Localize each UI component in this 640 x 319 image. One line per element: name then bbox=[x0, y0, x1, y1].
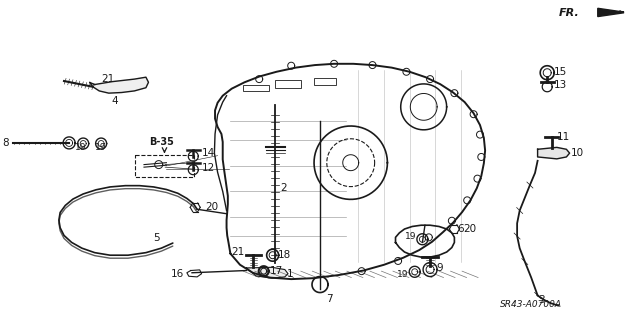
Text: FR.: FR. bbox=[559, 8, 580, 19]
Text: 21: 21 bbox=[101, 74, 115, 84]
Text: 4: 4 bbox=[112, 96, 118, 107]
Bar bbox=[314, 78, 336, 85]
Text: 19: 19 bbox=[404, 232, 416, 241]
Text: 9: 9 bbox=[436, 263, 443, 273]
Bar bbox=[243, 85, 269, 91]
Text: 6: 6 bbox=[458, 224, 464, 234]
Polygon shape bbox=[90, 77, 148, 93]
Text: 14: 14 bbox=[202, 148, 216, 158]
Text: 1: 1 bbox=[287, 269, 293, 279]
Text: SR43-A0700A: SR43-A0700A bbox=[500, 300, 562, 309]
Text: B-35: B-35 bbox=[149, 137, 173, 147]
Text: 17: 17 bbox=[270, 265, 284, 276]
Text: 8: 8 bbox=[2, 138, 8, 148]
Text: 19: 19 bbox=[95, 143, 107, 152]
Text: 3: 3 bbox=[539, 295, 545, 305]
Text: 11: 11 bbox=[557, 132, 570, 142]
Text: 19: 19 bbox=[397, 271, 408, 279]
Text: 12: 12 bbox=[202, 163, 216, 174]
Text: 5: 5 bbox=[154, 233, 160, 243]
Text: 21: 21 bbox=[231, 247, 244, 257]
Bar bbox=[275, 80, 301, 88]
Text: 16: 16 bbox=[171, 269, 184, 279]
Text: 2: 2 bbox=[280, 183, 287, 193]
Text: 19: 19 bbox=[75, 143, 86, 152]
Text: 20: 20 bbox=[205, 202, 218, 212]
Text: 13: 13 bbox=[554, 79, 568, 90]
Text: 18: 18 bbox=[278, 250, 291, 260]
Polygon shape bbox=[246, 267, 288, 278]
Text: 10: 10 bbox=[571, 148, 584, 158]
Polygon shape bbox=[598, 8, 624, 17]
Text: 7: 7 bbox=[326, 294, 333, 304]
Polygon shape bbox=[538, 147, 570, 159]
Text: 20: 20 bbox=[463, 224, 477, 234]
Text: 15: 15 bbox=[554, 67, 568, 77]
